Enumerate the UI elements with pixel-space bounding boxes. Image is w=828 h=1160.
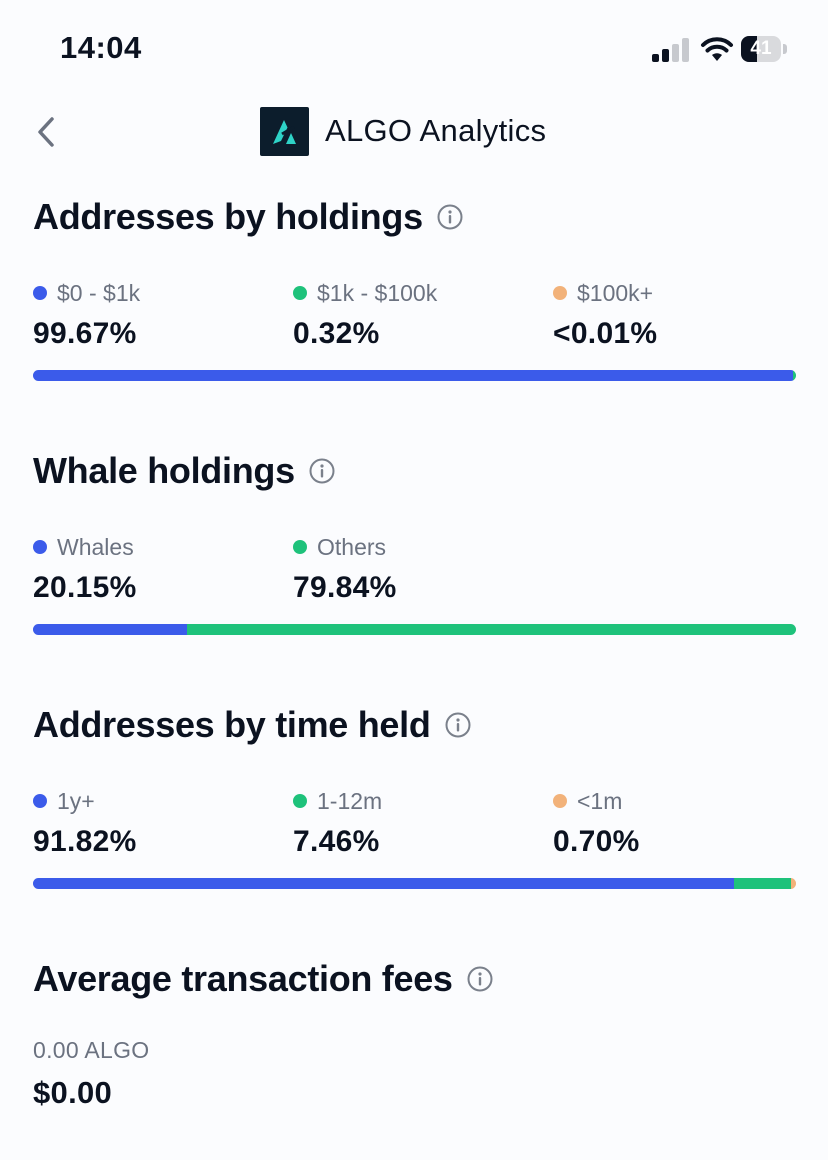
fees-title: Average transaction fees xyxy=(33,957,796,1001)
bar-segment xyxy=(33,370,794,381)
time-held-bar xyxy=(33,878,796,889)
legend-label: Whales xyxy=(57,533,134,560)
legend-item: 1-12m 7.46% xyxy=(293,787,382,859)
fees-usd-value: $0.00 xyxy=(33,1075,113,1110)
time-held-title-text: Addresses by time held xyxy=(33,704,431,745)
battery-level: 41 xyxy=(750,38,772,59)
legend-dot xyxy=(553,794,567,808)
info-icon[interactable] xyxy=(309,458,335,484)
legend-value: 91.82% xyxy=(33,825,137,858)
legend-label: Others xyxy=(317,533,387,560)
legend-label: 1-12m xyxy=(317,787,383,814)
whales-title-text: Whale holdings xyxy=(33,450,295,491)
legend-label: $100k+ xyxy=(577,279,654,306)
legend-value: 20.15% xyxy=(33,571,137,604)
back-chevron-icon[interactable] xyxy=(32,114,62,150)
status-bar: 14:04 41 xyxy=(0,0,828,100)
legend-dot xyxy=(293,286,307,300)
bar-segment xyxy=(793,370,796,381)
cellular-signal-icon xyxy=(652,38,692,62)
legend-value: 99.67% xyxy=(33,317,137,350)
wifi-icon xyxy=(701,37,733,61)
whales-bar xyxy=(33,624,796,635)
bar-segment xyxy=(790,878,796,889)
algorand-logo-icon xyxy=(260,107,309,156)
legend-dot xyxy=(293,540,307,554)
legend-value: 7.46% xyxy=(293,825,380,858)
legend-value: 0.32% xyxy=(293,317,380,350)
fees-title-text: Average transaction fees xyxy=(33,958,453,999)
legend-value: <0.01% xyxy=(553,317,658,350)
nav-header: ALGO Analytics xyxy=(0,100,828,166)
legend-item: 1y+ 91.82% xyxy=(33,787,137,859)
legend-label: 1y+ xyxy=(57,787,95,814)
legend-item: Others 79.84% xyxy=(293,533,397,605)
legend-item: Whales 20.15% xyxy=(33,533,137,605)
legend-label: $1k - $100k xyxy=(317,279,438,306)
holdings-section: Addresses by holdings $0 - $1k 99.67% $1… xyxy=(33,195,796,381)
legend-label: <1m xyxy=(577,787,623,814)
time-held-section: Addresses by time held 1y+ 91.82% 1-12m … xyxy=(33,703,796,889)
fees-section: Average transaction fees 0.00 ALGO $0.00 xyxy=(33,957,796,1110)
info-icon[interactable] xyxy=(467,966,493,992)
status-time: 14:04 xyxy=(60,30,142,65)
legend-item: $100k+ <0.01% xyxy=(553,279,657,351)
info-icon[interactable] xyxy=(445,712,471,738)
holdings-bar xyxy=(33,370,796,381)
legend-dot xyxy=(33,286,47,300)
legend-item: <1m 0.70% xyxy=(553,787,640,859)
page-title: ALGO Analytics xyxy=(325,113,547,148)
whales-legend: Whales 20.15% Others 79.84% xyxy=(33,533,796,613)
legend-value: 79.84% xyxy=(293,571,397,604)
legend-dot xyxy=(33,794,47,808)
legend-dot xyxy=(33,540,47,554)
whales-section: Whale holdings Whales 20.15% Others 79.8… xyxy=(33,449,796,635)
battery-icon: 41 xyxy=(741,36,788,64)
legend-item: $0 - $1k 99.67% xyxy=(33,279,140,351)
legend-label: $0 - $1k xyxy=(57,279,141,306)
holdings-legend: $0 - $1k 99.67% $1k - $100k 0.32% $100k+… xyxy=(33,279,796,359)
bar-segment xyxy=(733,878,791,889)
holdings-title: Addresses by holdings xyxy=(33,195,796,239)
legend-dot xyxy=(293,794,307,808)
bar-segment xyxy=(33,878,734,889)
bar-segment xyxy=(186,624,796,635)
time-held-title: Addresses by time held xyxy=(33,703,796,747)
legend-value: 0.70% xyxy=(553,825,640,858)
holdings-title-text: Addresses by holdings xyxy=(33,196,423,237)
info-icon[interactable] xyxy=(437,204,463,230)
time-held-legend: 1y+ 91.82% 1-12m 7.46% <1m 0.70% xyxy=(33,787,796,867)
bar-segment xyxy=(33,624,187,635)
legend-dot xyxy=(553,286,567,300)
legend-item: $1k - $100k 0.32% xyxy=(293,279,437,351)
fees-algo-value: 0.00 ALGO xyxy=(33,1037,150,1063)
whales-title: Whale holdings xyxy=(33,449,796,493)
